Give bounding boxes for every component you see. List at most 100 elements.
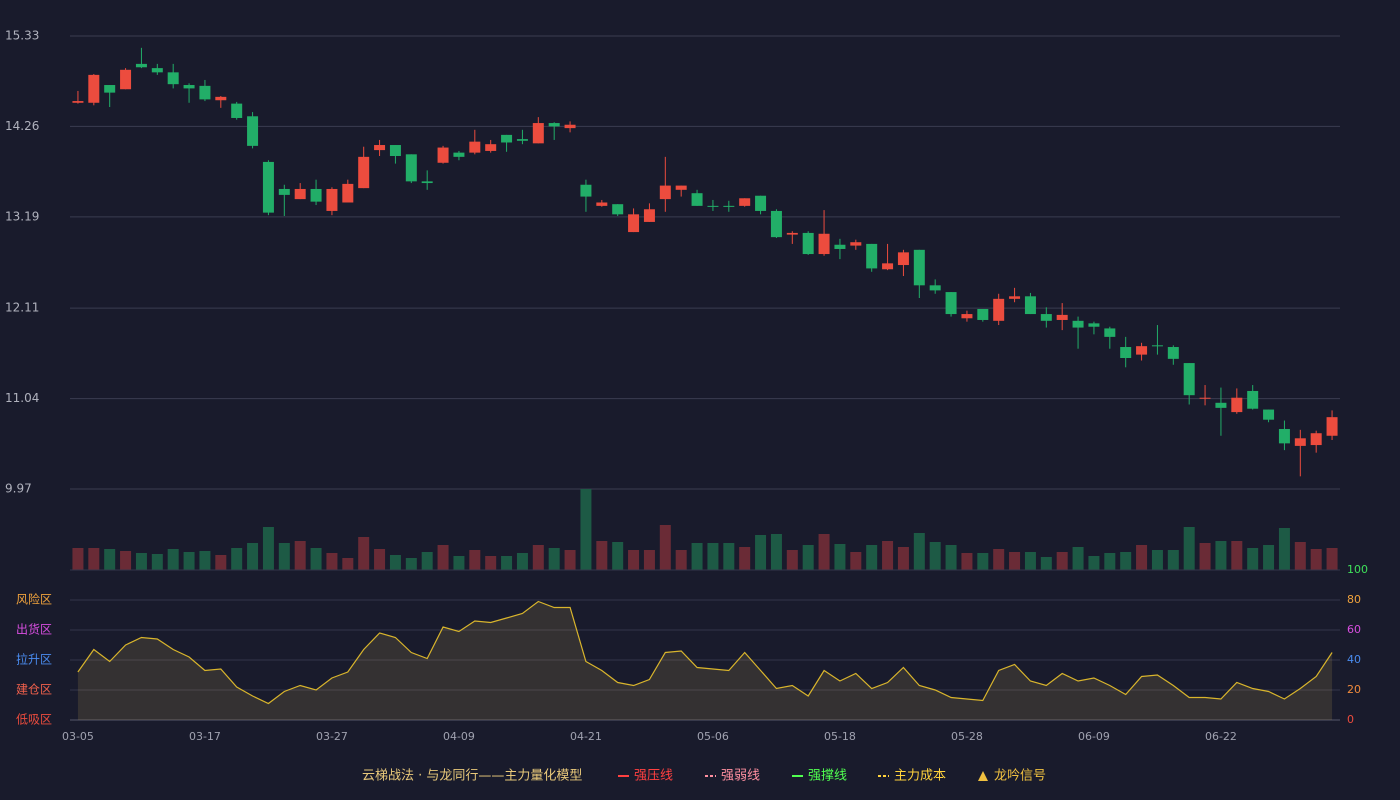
candle-body	[1104, 328, 1116, 337]
volume-bar	[961, 553, 973, 570]
candle-body	[231, 103, 243, 118]
x-tick-label: 06-09	[1078, 730, 1110, 743]
zone-label: 建仓区	[16, 683, 52, 697]
candle-body	[564, 124, 576, 129]
volume-bar	[135, 553, 147, 570]
x-tick-label: 03-05	[62, 730, 94, 743]
legend-label: 主力成本	[894, 769, 946, 784]
volume-bar	[786, 550, 798, 570]
candle-body	[612, 204, 624, 215]
volume-bar	[278, 543, 290, 570]
candle-body	[882, 263, 894, 270]
y2-tick-label: 80	[1347, 593, 1361, 606]
candle-body	[1263, 409, 1275, 420]
candle-body	[739, 198, 751, 206]
volume-bar	[596, 541, 608, 570]
candle-body	[675, 185, 687, 190]
legend-label: 强撑线	[808, 769, 847, 784]
candle-body	[1056, 314, 1068, 320]
volume-bar	[104, 549, 116, 570]
candle-body	[199, 85, 211, 100]
candle-body	[691, 193, 703, 206]
volume-bar	[374, 549, 386, 570]
volume-bar	[834, 544, 846, 570]
candle-body	[993, 298, 1005, 321]
volume-bar	[501, 556, 513, 570]
volume-bar	[405, 558, 417, 570]
x-tick-label: 04-21	[570, 730, 602, 743]
candle-body	[1199, 397, 1211, 399]
candle-body	[120, 69, 132, 90]
volume-bar	[628, 550, 640, 570]
volume-bar	[294, 541, 306, 570]
candle-body	[294, 188, 306, 200]
candle-body	[1120, 347, 1132, 359]
candle-body	[770, 210, 782, 238]
candle-body	[167, 72, 179, 85]
legend-label: 龙吟信号	[994, 768, 1046, 784]
candle-body	[1326, 417, 1338, 436]
candle-body	[628, 214, 640, 233]
candle-body	[1151, 345, 1163, 347]
volume-bar	[770, 534, 782, 570]
volume-bar	[72, 548, 84, 570]
candle-body	[643, 209, 655, 222]
volume-bar	[532, 545, 544, 570]
volume-bar	[691, 543, 703, 570]
y2-tick-label: 20	[1347, 683, 1361, 696]
candle-body	[215, 96, 227, 101]
candle-body	[485, 144, 497, 151]
zone-label: 拉升区	[16, 652, 52, 667]
zone-label: 出货区	[16, 622, 52, 637]
y-tick-label: 12.11	[5, 301, 39, 315]
volume-bar	[929, 542, 941, 570]
volume-bar	[342, 558, 354, 570]
volume-bar	[1136, 545, 1148, 570]
candle-body	[516, 139, 528, 141]
volume-bar	[723, 543, 735, 570]
volume-bar	[1263, 545, 1275, 570]
volume-bar	[707, 543, 719, 570]
volume-bar	[469, 550, 481, 570]
candle-body	[310, 188, 322, 202]
candle-body	[961, 314, 973, 319]
candle-body	[389, 145, 401, 157]
volume-bar	[1278, 528, 1290, 570]
volume-bar	[310, 548, 322, 570]
candle-body	[1088, 323, 1100, 327]
volume-bar	[1215, 541, 1227, 570]
legend-label: 强压线	[634, 769, 673, 784]
volume-bar	[215, 555, 227, 570]
x-tick-label: 03-17	[189, 730, 221, 743]
candle-body	[1247, 390, 1259, 409]
volume-bar	[977, 553, 989, 570]
volume-bar	[548, 548, 560, 570]
candle-body	[72, 101, 84, 103]
volume-bar	[88, 548, 100, 570]
candle-body	[247, 116, 259, 146]
volume-bar	[183, 552, 195, 570]
volume-bar	[1310, 549, 1322, 570]
volume-bar	[326, 553, 338, 570]
y2-tick-label: 40	[1347, 653, 1361, 666]
volume-bar	[564, 550, 576, 570]
volume-bar	[1294, 542, 1306, 570]
y-tick-label: 13.19	[5, 209, 39, 223]
legend-symbol	[978, 771, 988, 781]
candle-body	[1136, 346, 1148, 355]
y-tick-label: 14.26	[5, 119, 39, 133]
volume-bar	[516, 553, 528, 570]
candle-body	[1024, 296, 1036, 315]
legend-label: 强弱线	[721, 769, 760, 784]
candle-body	[1040, 314, 1052, 321]
candle-body	[183, 85, 195, 89]
x-tick-label: 05-28	[951, 730, 983, 743]
candle-body	[501, 134, 513, 143]
volume-bar	[421, 552, 433, 570]
volume-bar	[1326, 548, 1338, 570]
volume-bar	[1231, 541, 1243, 570]
volume-bar	[167, 549, 179, 570]
volume-bar	[818, 534, 830, 570]
candle-body	[421, 181, 433, 184]
